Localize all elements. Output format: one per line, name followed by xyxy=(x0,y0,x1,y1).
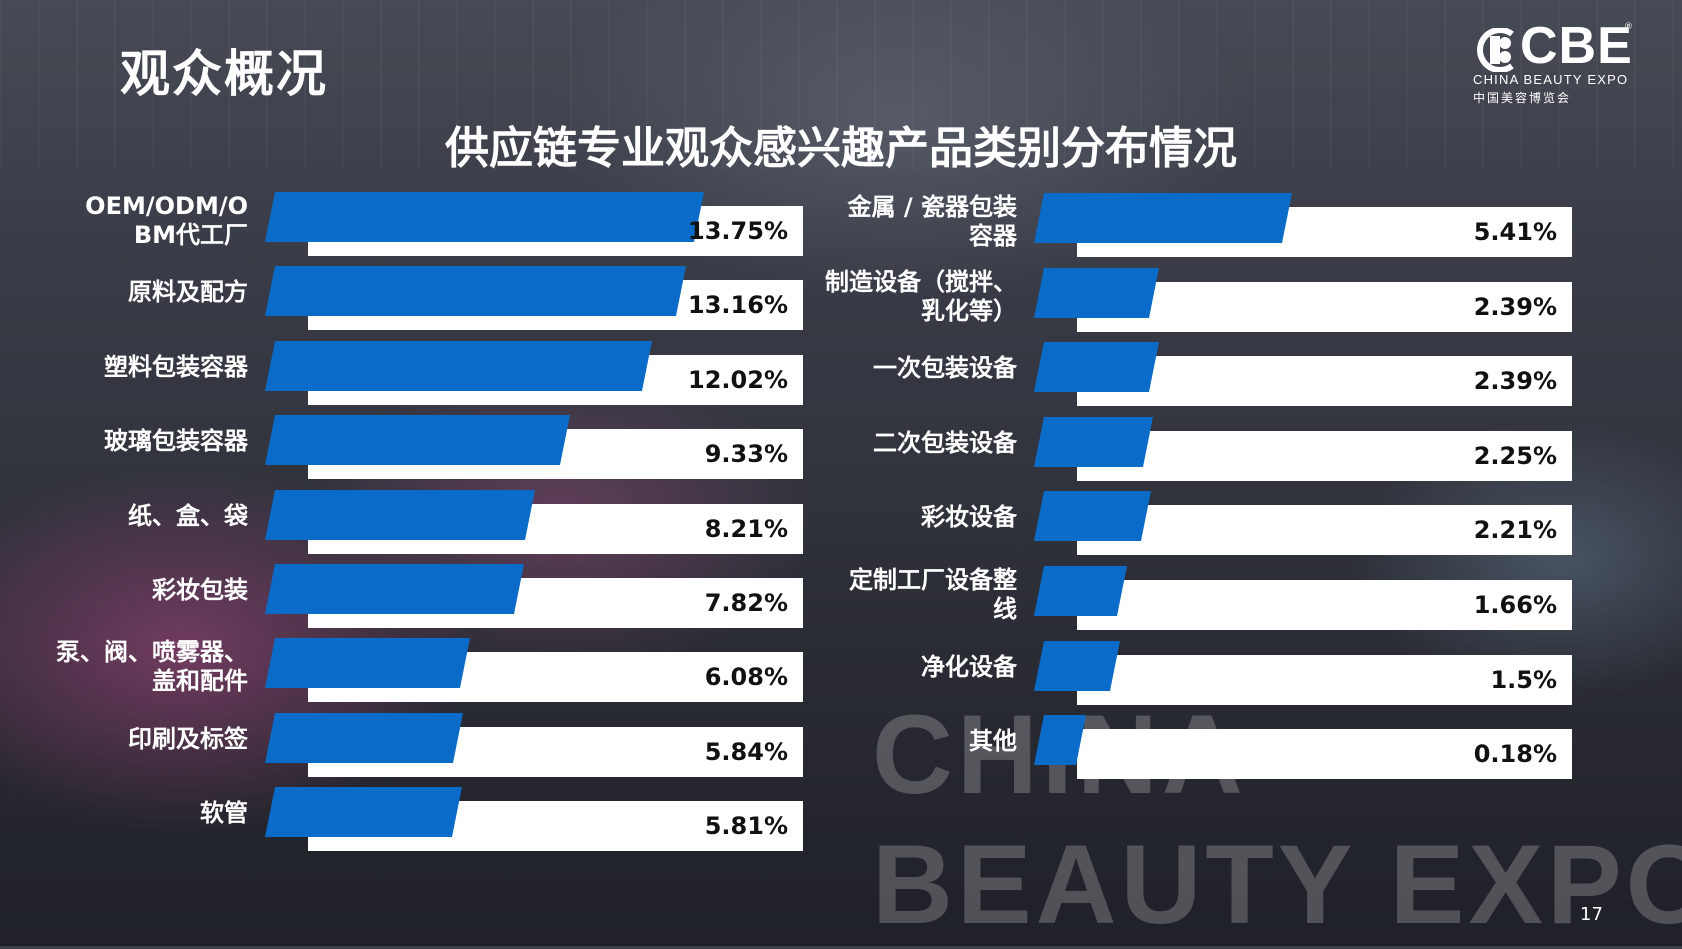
category-label-line: 彩妆设备 xyxy=(921,503,1017,531)
bar xyxy=(1034,715,1086,765)
bar xyxy=(1034,342,1159,392)
category-label-line: 纸、盒、袋 xyxy=(128,502,248,530)
category-label: 彩妆设备 xyxy=(921,503,1017,532)
bar xyxy=(265,341,652,391)
category-label-line: 其他 xyxy=(969,727,1017,755)
bar xyxy=(265,787,462,837)
value-label: 13.75% xyxy=(688,217,788,245)
category-label-line: 玻璃包装容器 xyxy=(104,427,248,455)
value-label: 0.18% xyxy=(1473,740,1557,768)
bar xyxy=(265,490,535,540)
category-label-line: 金属 / 瓷器包装 xyxy=(847,193,1017,221)
category-label-line: 净化设备 xyxy=(921,653,1017,681)
value-label: 2.25% xyxy=(1473,442,1557,470)
category-label: 软管 xyxy=(200,799,248,828)
value-label: 2.39% xyxy=(1473,367,1557,395)
category-label-line: 容器 xyxy=(969,222,1017,250)
value-label: 1.5% xyxy=(1490,666,1557,694)
category-label-line: 乳化等） xyxy=(921,297,1017,325)
bar xyxy=(1034,641,1120,691)
value-label: 7.82% xyxy=(704,589,788,617)
value-label: 5.84% xyxy=(704,738,788,766)
category-label: 原料及配方 xyxy=(128,278,248,307)
bar xyxy=(1034,268,1159,318)
category-label: 纸、盒、袋 xyxy=(128,502,248,531)
category-label: 制造设备（搅拌、 乳化等） xyxy=(825,268,1017,326)
bar xyxy=(265,266,686,316)
category-label-line: 软管 xyxy=(200,799,248,827)
logo-english-name: CHINA BEAUTY EXPO xyxy=(1473,72,1629,87)
bar-track xyxy=(1077,282,1572,332)
category-label: 二次包装设备 xyxy=(873,429,1017,458)
page-number: 17 xyxy=(1580,904,1603,925)
logo-text: CBE xyxy=(1520,17,1633,75)
category-label: 泵、阀、喷雾器、 盖和配件 xyxy=(56,638,248,696)
bar-track xyxy=(1077,580,1572,630)
category-label: 其他 xyxy=(969,727,1017,756)
category-label-line: 塑料包装容器 xyxy=(104,353,248,381)
category-label-line: BM代工厂 xyxy=(133,221,248,249)
cbe-logo: CBE ® CHINA BEAUTY EXPO 中国美容博览会 xyxy=(1470,17,1633,108)
category-label-line: 制造设备（搅拌、 xyxy=(825,268,1017,296)
category-label: 一次包装设备 xyxy=(873,354,1017,383)
category-label: 玻璃包装容器 xyxy=(104,427,248,456)
value-label: 8.21% xyxy=(704,515,788,543)
category-label: 金属 / 瓷器包装 容器 xyxy=(848,193,1017,251)
value-label: 5.81% xyxy=(704,812,788,840)
bar xyxy=(1034,417,1153,467)
cbe-logo-mark-icon xyxy=(1477,28,1514,72)
value-label: 2.21% xyxy=(1473,516,1557,544)
value-label: 13.16% xyxy=(688,291,788,319)
category-label: 净化设备 xyxy=(921,653,1017,682)
category-label-line: 原料及配方 xyxy=(128,278,248,306)
bar xyxy=(1034,193,1292,243)
bar xyxy=(1034,566,1127,616)
category-label-line: OEM/ODM/O xyxy=(85,192,248,220)
bar-track xyxy=(1077,505,1572,555)
category-label: 定制工厂设备整线 xyxy=(849,566,1017,624)
value-label: 5.41% xyxy=(1473,218,1557,246)
logo-registered-mark: ® xyxy=(1624,22,1633,32)
category-label-line: 二次包装设备 xyxy=(873,429,1017,457)
category-label-line: 印刷及标签 xyxy=(128,725,248,753)
category-label-line: 彩妆包装 xyxy=(152,576,248,604)
category-label-line: 一次包装设备 xyxy=(873,354,1017,382)
bar-track xyxy=(1077,431,1572,481)
logo-chinese-name: 中国美容博览会 xyxy=(1473,91,1572,105)
bar-track xyxy=(1077,729,1572,779)
category-label-line: 泵、阀、喷雾器、 xyxy=(56,638,248,666)
category-label: 塑料包装容器 xyxy=(104,353,248,382)
chart-title: 供应链专业观众感兴趣产品类别分布情况 xyxy=(445,123,1237,174)
value-label: 2.39% xyxy=(1473,293,1557,321)
page-title: 观众概况 xyxy=(120,45,328,103)
category-label: 印刷及标签 xyxy=(128,725,248,754)
bar-track xyxy=(1077,356,1572,406)
category-label: 彩妆包装 xyxy=(152,576,248,605)
bar-track xyxy=(1077,655,1572,705)
background-ceiling xyxy=(0,0,1682,170)
bar xyxy=(265,564,524,614)
value-label: 9.33% xyxy=(704,440,788,468)
watermark-line-2: BEAUTY EXPO xyxy=(872,822,1682,947)
bar xyxy=(265,192,704,242)
bar xyxy=(265,713,463,763)
bar xyxy=(1034,491,1151,541)
category-label-line: 定制工厂设备整 xyxy=(849,566,1017,594)
bar xyxy=(265,415,570,465)
bar xyxy=(265,638,470,688)
category-label-line: 盖和配件 xyxy=(152,667,248,695)
category-label-line: 线 xyxy=(993,595,1017,623)
value-label: 12.02% xyxy=(688,366,788,394)
value-label: 1.66% xyxy=(1473,591,1557,619)
value-label: 6.08% xyxy=(704,663,788,691)
category-label: OEM/ODM/O BM代工厂 xyxy=(85,192,248,250)
